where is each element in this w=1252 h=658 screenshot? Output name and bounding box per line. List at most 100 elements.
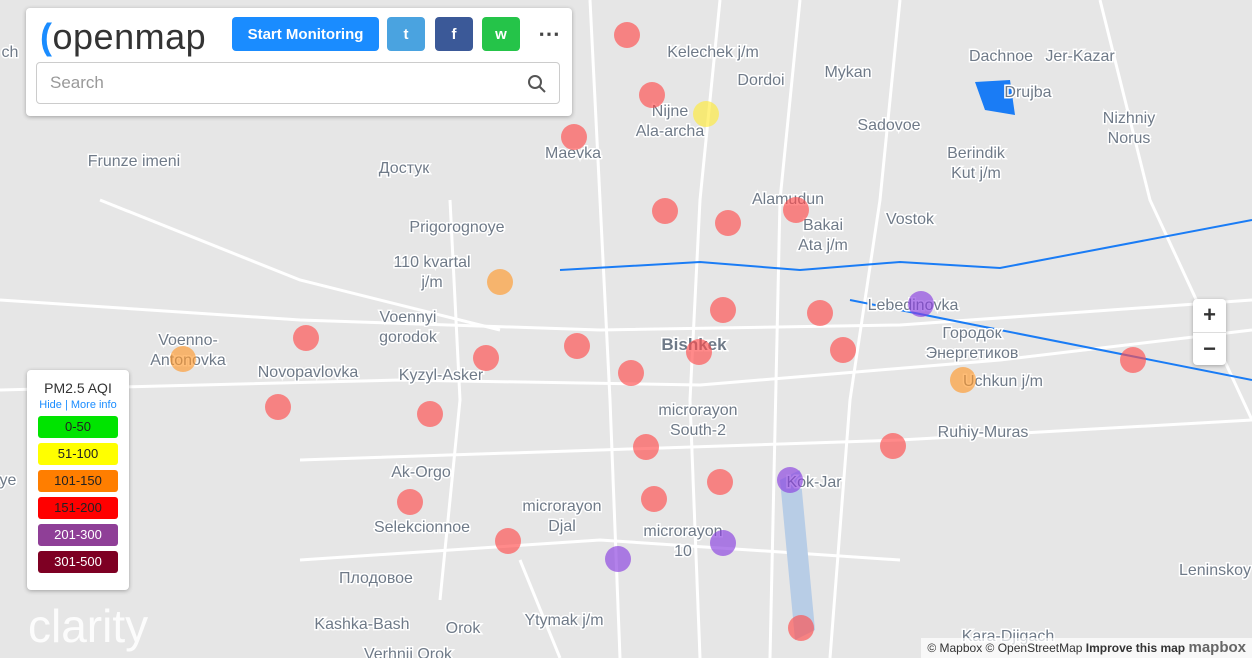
zoom-in[interactable]: + <box>1193 299 1226 333</box>
legend-title: PM2.5 AQI <box>44 380 112 396</box>
place-label: Vostok <box>886 211 935 228</box>
sensor-marker[interactable] <box>652 198 678 224</box>
more-button[interactable]: ⋯ <box>538 21 560 46</box>
logo[interactable]: (openmap <box>40 16 207 57</box>
place-label-line: Prigorognoye <box>409 219 504 236</box>
place-label: microrayon South-2 <box>658 402 737 439</box>
place-label-line: Frunze imeni <box>88 153 180 170</box>
place-label: Kelechek j/m <box>667 44 759 61</box>
legend-range: 101-150 <box>38 470 118 492</box>
sensor-marker[interactable] <box>561 124 587 150</box>
legend-range: 301-500 <box>38 551 118 573</box>
mapbox-logo[interactable]: mapbox <box>1188 639 1246 656</box>
sensor-marker[interactable] <box>265 394 291 420</box>
sensor-marker[interactable] <box>170 346 196 372</box>
sensor-marker[interactable] <box>1120 347 1146 373</box>
hide-link[interactable]: Hide <box>39 399 62 411</box>
place-label: Maevka <box>545 145 601 162</box>
sensor-marker[interactable] <box>880 433 906 459</box>
sensor-marker[interactable] <box>639 82 665 108</box>
zoom-control: + − <box>1193 299 1226 365</box>
place-label: Ruhiy-Muras <box>938 424 1029 441</box>
place-label-line: Ytymak j/m <box>524 612 603 629</box>
place-label: microrayon Djal <box>522 498 601 535</box>
sensor-marker[interactable] <box>710 530 736 556</box>
place-label: Novopavlovka <box>258 364 359 381</box>
search-placeholder: Search <box>50 73 104 92</box>
legend-ranges: 0-50 51-100 101-150 151-200 201-300 301-500 <box>27 416 129 573</box>
sensor-marker[interactable] <box>473 345 499 371</box>
attribution: © Mapbox © OpenStreetMap Improve this ma… <box>921 638 1252 658</box>
place-label-line: microrayon <box>658 402 737 419</box>
sensor-marker[interactable] <box>710 297 736 323</box>
place-label: Orok <box>446 620 482 637</box>
logo-text: openmap <box>52 16 207 57</box>
search-box[interactable]: Search <box>36 62 560 104</box>
place-label: ch <box>2 44 19 61</box>
sensor-marker[interactable] <box>783 197 809 223</box>
place-label: Ytymak j/m <box>524 612 603 629</box>
sensor-marker[interactable] <box>633 434 659 460</box>
place-label: Mykan <box>824 64 871 81</box>
place-label-line: Djal <box>548 518 576 535</box>
place-label-line: Orok <box>446 620 482 637</box>
place-label: Bakai Ata j/m <box>798 217 848 254</box>
place-label-line: j/m <box>420 274 442 291</box>
sensor-marker[interactable] <box>618 360 644 386</box>
sensor-marker[interactable] <box>564 333 590 359</box>
place-label: Dordoi <box>737 72 784 89</box>
twitter-button[interactable]: t <box>387 17 425 51</box>
start-monitoring-button[interactable]: Start Monitoring <box>232 17 379 51</box>
legend-range: 0-50 <box>38 416 118 438</box>
sensor-marker[interactable] <box>641 486 667 512</box>
sensor-marker[interactable] <box>830 337 856 363</box>
place-label-line: Kelechek j/m <box>667 44 759 61</box>
sensor-marker[interactable] <box>950 367 976 393</box>
place-label: Voennyi gorodok <box>379 309 438 346</box>
sensor-marker[interactable] <box>777 467 803 493</box>
attr-mapbox[interactable]: © Mapbox <box>927 641 983 655</box>
lake <box>975 80 1015 115</box>
sensor-marker[interactable] <box>707 469 733 495</box>
place-label-line: Leninskoy <box>1179 562 1251 579</box>
attr-osm[interactable]: © OpenStreetMap <box>985 641 1083 655</box>
rivers <box>559 219 1252 381</box>
sensor-marker[interactable] <box>693 101 719 127</box>
legend-range: 151-200 <box>38 497 118 519</box>
place-label: Leninskoy <box>1179 562 1251 579</box>
sensor-marker[interactable] <box>487 269 513 295</box>
place-label: Frunze imeni <box>88 153 180 170</box>
sensor-marker[interactable] <box>614 22 640 48</box>
sensor-marker[interactable] <box>605 546 631 572</box>
more-info-link[interactable]: More info <box>70 399 117 411</box>
place-label-line: Verhnij Orok <box>364 646 453 658</box>
facebook-button[interactable]: f <box>435 17 473 51</box>
place-label: Kyzyl-Asker <box>399 367 484 384</box>
place-label-line: Voenno- <box>158 332 218 349</box>
place-label-line: Ala-archa <box>636 123 705 140</box>
place-label: ye <box>0 472 17 489</box>
sensor-marker[interactable] <box>495 528 521 554</box>
improve-link[interactable]: Improve this map <box>1085 641 1186 655</box>
sensor-marker[interactable] <box>715 210 741 236</box>
zoom-out[interactable]: − <box>1203 336 1216 361</box>
place-label-line: ye <box>0 472 17 489</box>
legend-range: 51-100 <box>38 443 118 465</box>
place-label-line: Uchkun j/m <box>963 373 1043 390</box>
place-label-line: Nizhniy <box>1103 110 1155 127</box>
place-label: Prigorognoye <box>409 219 504 236</box>
sensor-marker[interactable] <box>417 401 443 427</box>
sensor-marker[interactable] <box>807 300 833 326</box>
whatsapp-button[interactable]: w <box>482 17 520 51</box>
place-label: Ak-Orgo <box>391 464 451 481</box>
place-label: Городок Энергетиков <box>926 325 1019 362</box>
sensor-marker[interactable] <box>686 339 712 365</box>
place-label-line: microrayon <box>522 498 601 515</box>
sensor-marker[interactable] <box>293 325 319 351</box>
place-label-line: Dordoi <box>737 72 784 89</box>
sensor-marker[interactable] <box>788 615 814 641</box>
place-label: Dachnoe <box>969 48 1033 65</box>
sensor-marker[interactable] <box>397 489 423 515</box>
sensor-marker[interactable] <box>908 291 934 317</box>
